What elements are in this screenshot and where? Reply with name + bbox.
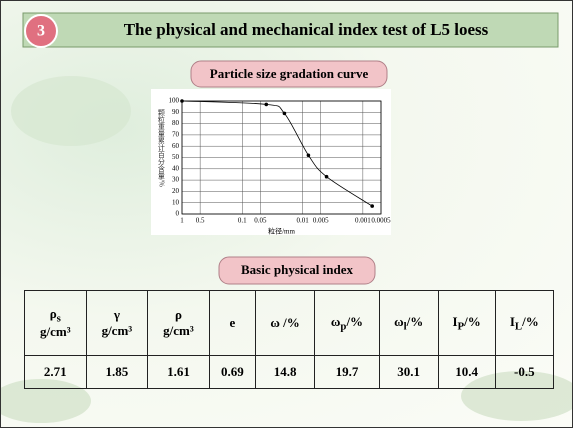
symbol: ρ (175, 307, 182, 322)
x-tick-label: 0.5 (196, 217, 205, 225)
y-tick-label: 30 (172, 176, 180, 184)
chart-area (151, 89, 391, 235)
x-tick-label: 0.005 (313, 217, 329, 225)
slide-title: The physical and mechanical index test o… (124, 20, 489, 39)
header-cell: ωp/% (315, 291, 380, 356)
data-cell: 10.4 (438, 356, 495, 389)
unit: /% (407, 314, 424, 329)
decoration (11, 76, 131, 146)
cell-value: 1.85 (105, 364, 128, 379)
symbol: e (229, 315, 235, 330)
y-tick-label: 70 (172, 131, 180, 139)
data-point (307, 153, 311, 157)
symbol: ω (331, 314, 341, 329)
y-tick-label: 90 (172, 108, 180, 116)
cell-value: -0.5 (514, 364, 535, 379)
y-tick-label: 10 (172, 198, 180, 206)
slide-number: 3 (37, 23, 45, 40)
y-tick-label: 40 (172, 164, 180, 172)
subscript: s (57, 312, 61, 324)
data-cell: 14.8 (256, 356, 315, 389)
unit: /% (346, 314, 363, 329)
unit: g/cm³ (148, 323, 209, 339)
x-tick-label: 0.001 (355, 217, 371, 225)
header-cell: IL/% (495, 291, 553, 356)
data-cell: 30.1 (379, 356, 438, 389)
symbol: ρ (50, 306, 57, 321)
symbol: γ (114, 307, 120, 322)
unit: g/cm³ (25, 324, 86, 340)
data-cell: 1.61 (148, 356, 210, 389)
y-tick-label: 100 (169, 97, 180, 105)
y-axis-label: 颗粒重量累计百分含量/% (157, 109, 165, 187)
header-cell: e (209, 291, 255, 356)
cell-value: 30.1 (397, 364, 420, 379)
y-tick-label: 0 (176, 210, 180, 218)
y-tick-label: 20 (172, 187, 180, 195)
slide: 3 The physical and mechanical index test… (0, 0, 573, 428)
data-point (264, 103, 268, 107)
table-heading: Basic physical index (241, 262, 353, 277)
x-tick-label: 1 (180, 217, 184, 225)
data-row: 2.71 1.85 1.61 0.69 14.8 19.7 30.1 10.4 -0.5 (25, 356, 554, 389)
y-tick-label: 80 (172, 119, 180, 127)
data-point (180, 99, 184, 103)
cell-value: 1.61 (167, 364, 190, 379)
unit: /% (522, 314, 539, 329)
header-cell: ω /% (256, 291, 315, 356)
cell-value: 10.4 (455, 364, 478, 379)
x-tick-label: 0.0005 (371, 217, 391, 225)
cell-value: 14.8 (274, 364, 297, 379)
unit: /% (464, 314, 481, 329)
unit: g/cm³ (87, 323, 148, 339)
x-tick-label: 0.1 (238, 217, 247, 225)
chart-heading: Particle size gradation curve (210, 66, 369, 81)
data-cell: 0.69 (209, 356, 255, 389)
x-tick-label: 0.05 (254, 217, 267, 225)
data-point (325, 175, 329, 179)
x-axis-label: 粒径/mm (268, 227, 295, 236)
x-tick-label: 0.01 (296, 217, 309, 225)
symbol: ω (394, 314, 404, 329)
header-cell: ωl/% (379, 291, 438, 356)
data-point (283, 112, 287, 116)
cell-value: 2.71 (44, 364, 67, 379)
data-point (370, 204, 374, 208)
data-cell: -0.5 (495, 356, 553, 389)
y-tick-label: 50 (172, 153, 180, 161)
header-cell: IP/% (438, 291, 495, 356)
data-cell: 19.7 (315, 356, 380, 389)
y-tick-label: 60 (172, 142, 180, 150)
cell-value: 19.7 (336, 364, 359, 379)
data-cell: 1.85 (86, 356, 148, 389)
cell-value: 0.69 (221, 364, 244, 379)
symbol: ω /% (270, 315, 299, 330)
data-cell: 2.71 (25, 356, 87, 389)
